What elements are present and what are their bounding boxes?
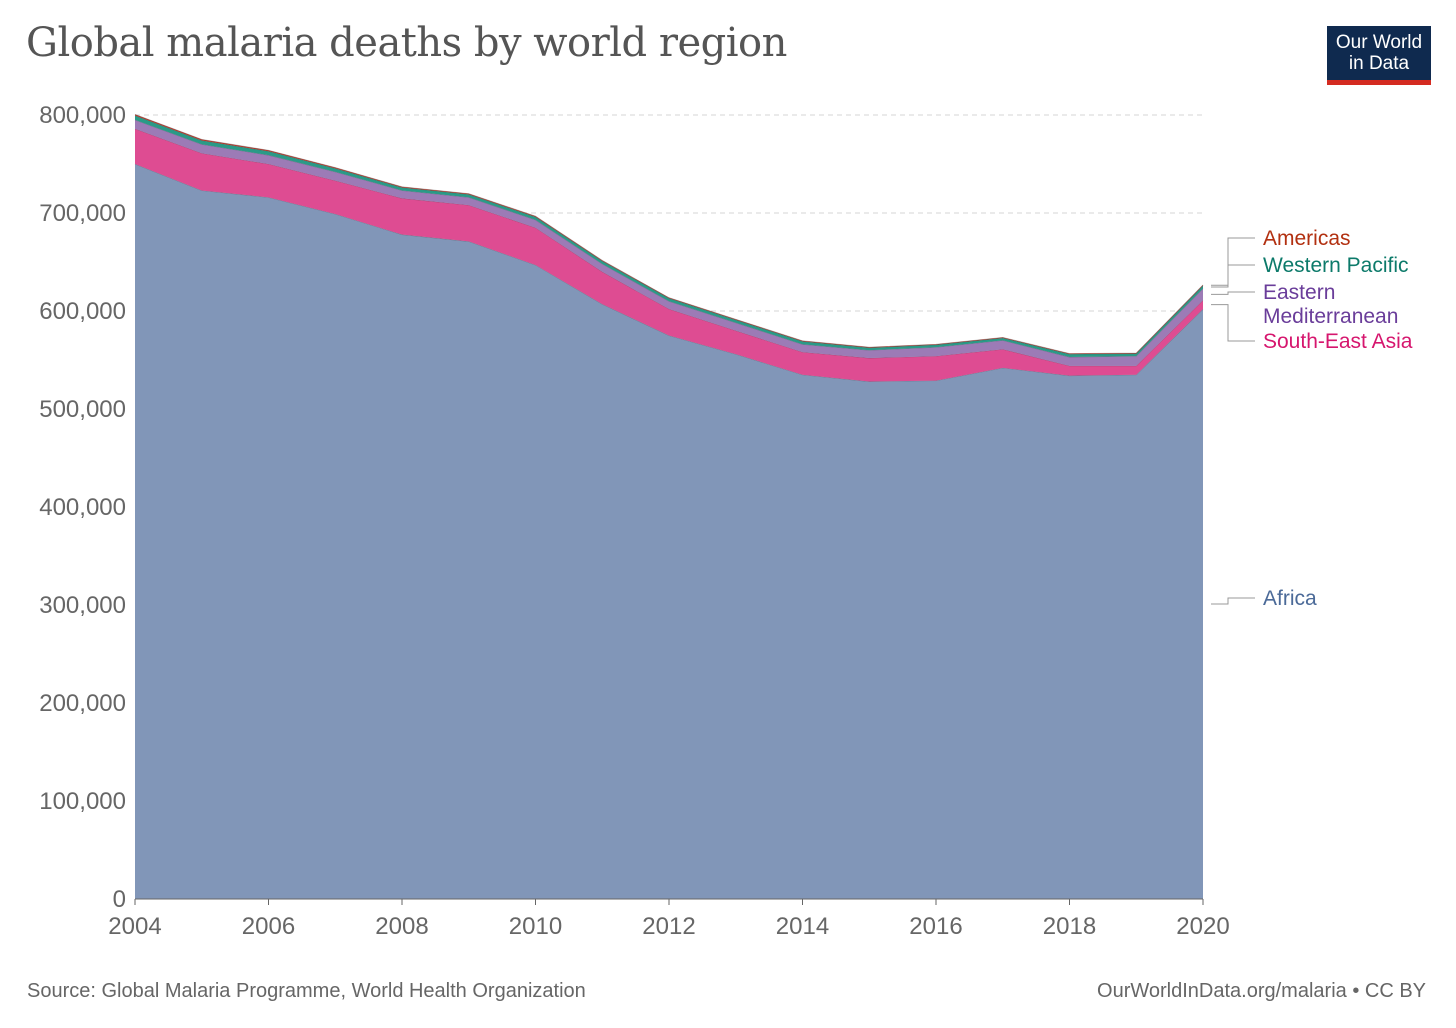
area-layer — [134, 113, 1204, 899]
label-americas-connector — [1211, 237, 1255, 286]
label-eastern-mediterranean: Mediterranean — [1263, 305, 1398, 328]
area-edge-americas — [134, 113, 1204, 354]
credit-link[interactable]: OurWorldInData.org/malaria • CC BY — [1097, 980, 1426, 1002]
x-tick-label: 2012 — [642, 913, 695, 940]
x-tick-label: 2018 — [1043, 913, 1096, 940]
label-eastern-mediterranean-connector — [1211, 291, 1255, 295]
x-tick-label: 2010 — [509, 913, 562, 940]
label-africa: Africa — [1263, 587, 1317, 610]
logo-line-1: Our World — [1335, 32, 1423, 53]
label-eastern-mediterranean: Eastern — [1263, 281, 1335, 304]
source-note: Source: Global Malaria Programme, World … — [27, 980, 586, 1002]
x-tick-label: 2008 — [375, 913, 428, 940]
x-tick-label: 2014 — [776, 913, 829, 940]
stacked-area-chart: 0 100,000 200,000 300,000 400,000 500,000 600,… — [39, 102, 1413, 940]
y-tick-label: 700,000 — [39, 200, 126, 227]
y-tick-label: 400,000 — [39, 494, 126, 521]
label-africa-connector — [1211, 597, 1255, 605]
y-tick-label: 800,000 — [39, 102, 126, 129]
owid-logo[interactable]: Our World in Data — [1327, 26, 1431, 85]
y-tick-label: 100,000 — [39, 788, 126, 815]
label-south-east-asia: South-East Asia — [1263, 330, 1413, 353]
y-tick-label: 500,000 — [39, 396, 126, 423]
chart-title: Global malaria deaths by world region — [26, 20, 787, 66]
legend-labels: Americas Western Pacific EasternMediterran… — [1211, 227, 1413, 610]
y-tick-label: 300,000 — [39, 592, 126, 619]
y-tick-label: 200,000 — [39, 690, 126, 717]
area-africa[interactable] — [135, 164, 1203, 899]
area-south-east-asia[interactable] — [135, 128, 1203, 382]
axis-layer: 0 100,000 200,000 300,000 400,000 500,000 600,… — [39, 102, 1229, 940]
label-americas: Americas — [1263, 227, 1351, 250]
label-western-pacific-connector — [1211, 264, 1255, 288]
x-tick-label: 2020 — [1176, 913, 1229, 940]
label-south-east-asia-connector — [1211, 304, 1255, 342]
label-western-pacific: Western Pacific — [1263, 254, 1409, 277]
x-tick-label: 2006 — [242, 913, 295, 940]
x-tick-label: 2016 — [909, 913, 962, 940]
logo-line-2: in Data — [1348, 53, 1410, 74]
y-tick-label: 600,000 — [39, 298, 126, 325]
y-tick-label: 0 — [113, 886, 126, 913]
x-tick-label: 2004 — [108, 913, 161, 940]
